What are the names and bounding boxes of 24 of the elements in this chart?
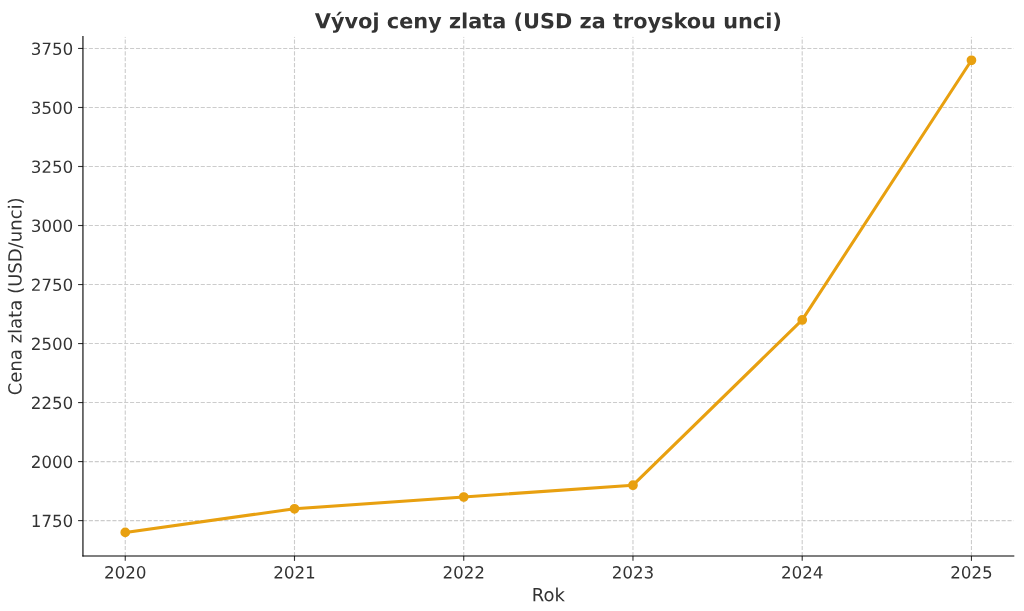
point: [289, 503, 300, 514]
point: [458, 492, 469, 502]
y-tick-label: 2000: [32, 455, 73, 469]
y-tick-label: 3750: [32, 42, 73, 56]
y-tick-label: 3500: [32, 101, 73, 115]
x-tick-label: 2024: [782, 566, 823, 579]
y-tick-label: 2750: [32, 278, 73, 292]
point: [628, 480, 638, 491]
x-tick-label: 2023: [612, 566, 653, 579]
y-tick-label: 3250: [32, 160, 73, 174]
y-axis-title: Cena zlata (USD/unci): [7, 198, 24, 395]
x-tick-label: 2022: [443, 566, 484, 579]
x-tick-label: 2025: [951, 566, 992, 579]
point: [966, 55, 977, 66]
chart-title: Vývoj ceny zlata (USD za troyskou unci): [314, 11, 781, 33]
x-axis-title: Rok: [533, 587, 565, 602]
y-tick-label: 1750: [32, 514, 73, 528]
point: [797, 315, 808, 325]
y-tick-label: 3000: [32, 219, 73, 233]
x-tick-label: 2020: [105, 566, 146, 579]
point: [120, 527, 131, 538]
x-tick-label: 2021: [274, 566, 315, 579]
y-tick-label: 2500: [32, 337, 73, 351]
y-tick-label: 2250: [32, 396, 73, 410]
